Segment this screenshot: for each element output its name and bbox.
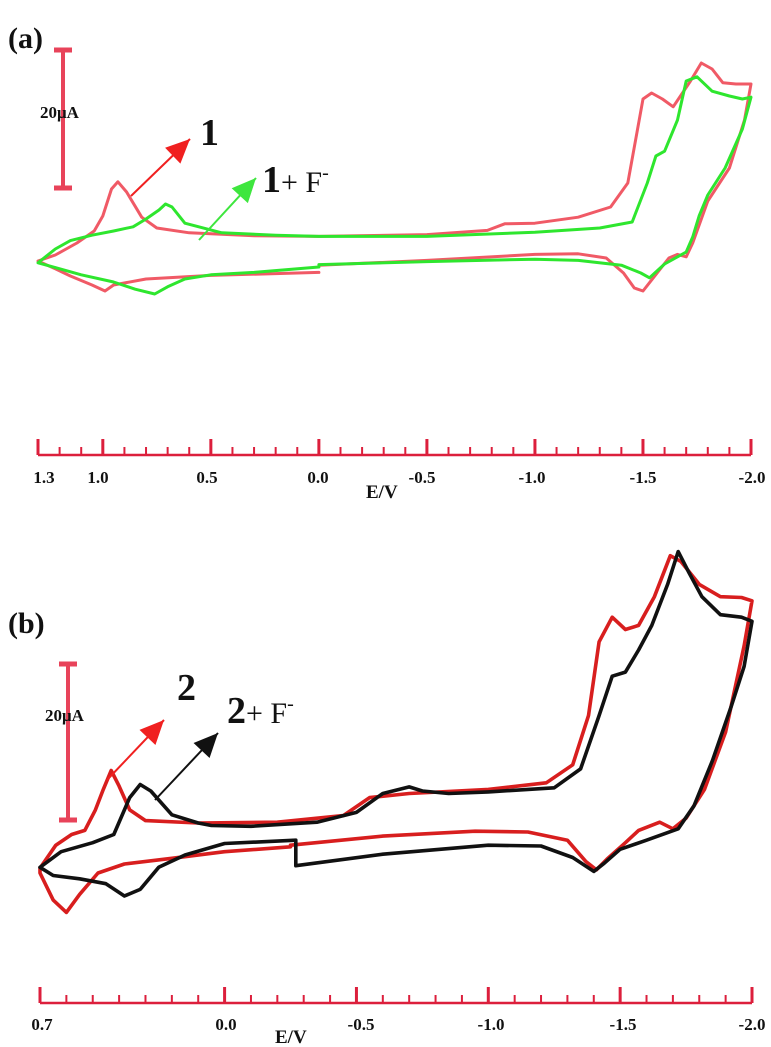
panel-b: (b) 20μA 0.7 0.0 -0.5 -1.0 -1.5 -2.0 E/V 2 2+… — [8, 549, 765, 1047]
curves-b — [38, 549, 754, 915]
tick-label: -0.5 — [348, 1015, 375, 1034]
panel-label-b: (b) — [8, 607, 45, 640]
series-a-1-curve — [36, 61, 753, 293]
scale-bar-b — [59, 661, 77, 823]
label-1-f-number: 1 — [262, 159, 281, 201]
label-1-f: 1+ F- — [262, 159, 329, 201]
tick-label: 0.0 — [307, 468, 328, 487]
x-axis-a — [36, 439, 753, 457]
scale-label-b: 20μA — [45, 706, 85, 725]
tick-labels-b: 0.7 0.0 -0.5 -1.0 -1.5 -2.0 — [31, 1015, 765, 1034]
tick-label: -1.0 — [519, 468, 546, 487]
arrB1-head — [139, 720, 164, 745]
arrA1-head — [165, 139, 190, 164]
axis-title-b: E/V — [275, 1027, 307, 1047]
label-2-f-number: 2 — [227, 690, 246, 732]
label-1-f-sup: - — [322, 162, 329, 184]
tick-label: -1.5 — [630, 468, 657, 487]
series-b-2-curve — [38, 549, 754, 898]
curves-a — [36, 61, 753, 296]
panel-label-a: (a) — [8, 22, 43, 55]
tick-label: 0.7 — [31, 1015, 53, 1034]
tick-label: -2.0 — [739, 468, 766, 487]
arrA2-head — [231, 178, 256, 204]
tick-label: 1.0 — [87, 468, 108, 487]
label-2-f-sup: - — [287, 693, 294, 715]
tick-label: -2.0 — [739, 1015, 766, 1034]
tick-label: -1.0 — [478, 1015, 505, 1034]
tick-labels-a: 1.3 1.0 0.5 0.0 -0.5 -1.0 -1.5 -2.0 — [33, 468, 765, 487]
scale-bar-a — [54, 47, 72, 191]
series-a-2-curve — [36, 75, 753, 296]
panel-a: (a) 20μA 1.3 1.0 0.5 0.0 -0.5 -1.0 -1.5 -2.0 E/… — [8, 22, 765, 503]
label-1-f-suffix: + F — [281, 166, 322, 199]
annotations-a: 1 1+ F- — [130, 112, 329, 241]
tick-label: 0.0 — [215, 1015, 236, 1034]
tick-label: 1.3 — [33, 468, 54, 487]
label-2-f-suffix: + F — [246, 697, 287, 730]
scale-label-a: 20μA — [40, 103, 80, 122]
tick-label: -1.5 — [610, 1015, 637, 1034]
x-axis-b — [38, 987, 754, 1005]
label-1: 1 — [200, 112, 219, 154]
label-2: 2 — [177, 667, 196, 709]
annotations-b: 2 2+ F- — [106, 667, 294, 801]
axis-title-a: E/V — [366, 482, 398, 503]
arrB2-head — [193, 733, 218, 759]
label-2-f: 2+ F- — [227, 690, 294, 732]
tick-label: -0.5 — [409, 468, 436, 487]
tick-label: 0.5 — [196, 468, 217, 487]
